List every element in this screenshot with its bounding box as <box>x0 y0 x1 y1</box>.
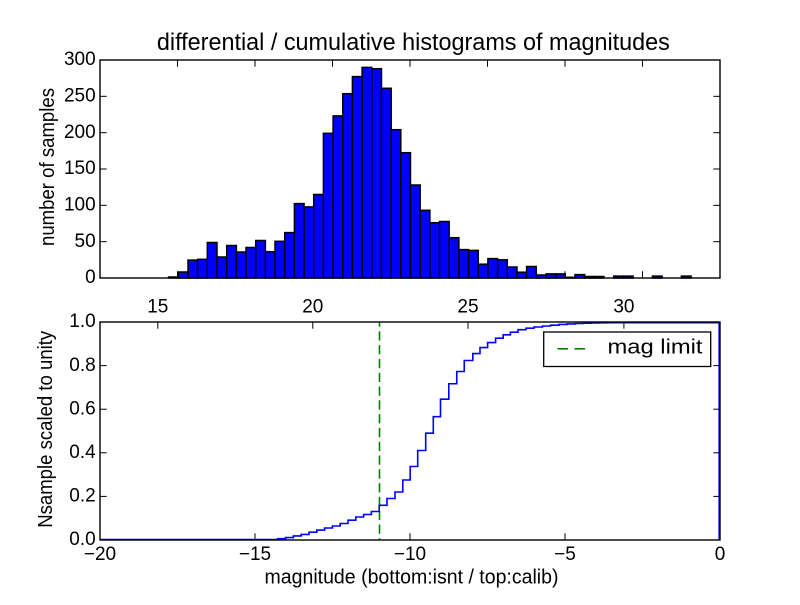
svg-text:15: 15 <box>147 297 168 318</box>
svg-text:100: 100 <box>64 195 96 216</box>
svg-text:250: 250 <box>64 86 96 107</box>
svg-text:Nsample scaled to unity: Nsample scaled to unity <box>35 331 57 528</box>
svg-text:mag limit: mag limit <box>608 336 704 358</box>
svg-text:1.0: 1.0 <box>69 311 95 332</box>
svg-text:number of samples: number of samples <box>37 88 59 246</box>
svg-text:20: 20 <box>302 297 323 318</box>
svg-text:200: 200 <box>64 122 96 143</box>
svg-text:0.0: 0.0 <box>69 529 95 550</box>
svg-text:300: 300 <box>64 49 96 70</box>
svg-text:30: 30 <box>613 297 634 318</box>
svg-text:0.4: 0.4 <box>69 442 96 463</box>
svg-text:25: 25 <box>457 297 478 318</box>
svg-text:0: 0 <box>85 267 96 288</box>
svg-text:−5: −5 <box>554 544 576 565</box>
svg-text:0: 0 <box>715 544 726 565</box>
svg-text:150: 150 <box>64 158 96 179</box>
svg-text:−10: −10 <box>394 544 426 565</box>
svg-text:−15: −15 <box>239 544 271 565</box>
svg-text:0.8: 0.8 <box>69 355 95 376</box>
svg-text:0.6: 0.6 <box>69 398 95 419</box>
svg-text:0.2: 0.2 <box>69 486 95 507</box>
svg-text:magnitude (bottom:isnt / top:c: magnitude (bottom:isnt / top:calib) <box>265 566 559 588</box>
svg-text:differential / cumulative hist: differential / cumulative histograms of … <box>157 29 670 56</box>
svg-text:50: 50 <box>75 231 96 252</box>
svg-text:−20: −20 <box>84 544 116 565</box>
